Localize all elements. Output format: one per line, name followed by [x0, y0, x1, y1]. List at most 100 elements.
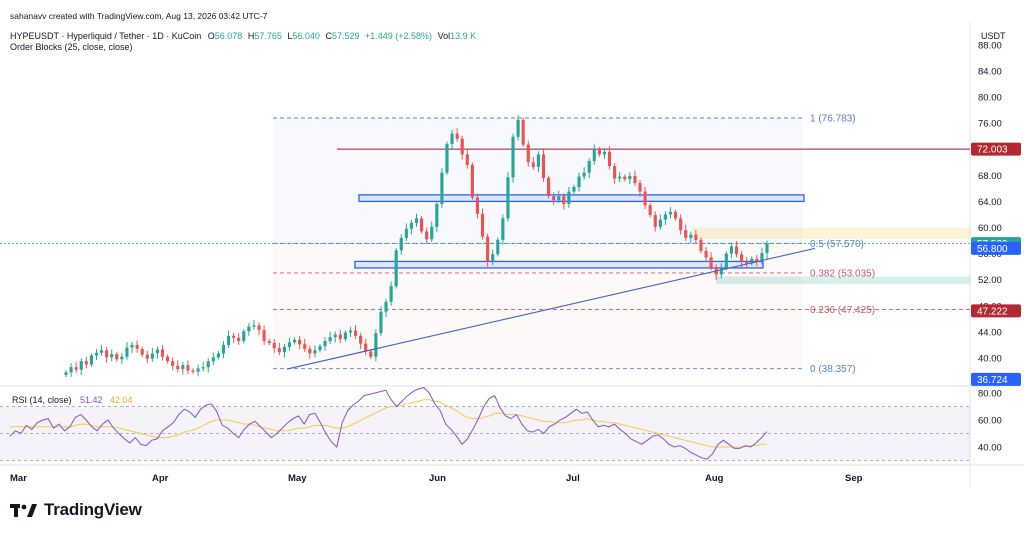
candle-body [120, 356, 124, 360]
candle-body [562, 196, 566, 205]
candle-body [155, 349, 160, 354]
price-label-text: 47.222 [977, 306, 1008, 317]
candle-body [140, 348, 144, 355]
candle-body [613, 166, 617, 179]
candle-body [536, 154, 540, 167]
price-label-text: 72.003 [977, 145, 1008, 156]
candle-body [694, 234, 698, 240]
candle-body [287, 342, 292, 347]
candle-body [496, 239, 500, 255]
candle-body [211, 357, 215, 362]
candle-body [724, 253, 728, 268]
time-tick-label: Mar [10, 473, 27, 484]
candle-body [353, 330, 358, 336]
candle-body [445, 143, 449, 173]
tradingview-logo[interactable]: TradingView [10, 500, 142, 520]
candle-body [369, 351, 373, 357]
candle-body [679, 218, 683, 231]
candle-body [435, 204, 439, 227]
candle-body [557, 196, 561, 201]
candle-body [582, 172, 586, 177]
candle-body [663, 214, 667, 220]
price-tick-label: 84.00 [978, 66, 1002, 77]
candle-body [237, 337, 241, 342]
candle-body [709, 257, 713, 268]
candle-body [84, 361, 88, 365]
rsi-tick-label: 80.00 [978, 389, 1002, 400]
price-label-text: 36.724 [977, 375, 1008, 386]
candle-body [750, 258, 754, 264]
symbol-line: HYPEUSDT · Hyperliquid / Tether · 1D · K… [10, 31, 476, 41]
candle-body [460, 138, 464, 155]
candle-body [135, 344, 139, 349]
candle-body [607, 151, 612, 167]
candle-body [74, 367, 78, 370]
volume: Vol13.9 K [437, 31, 477, 41]
candle-body [323, 341, 327, 347]
candle-body [150, 353, 154, 359]
price-tick-label: 68.00 [978, 171, 1002, 182]
candle-body [734, 246, 739, 255]
candle-body [333, 334, 337, 338]
candle-body [221, 344, 226, 354]
candle-body [206, 361, 210, 368]
candle-body [704, 250, 708, 258]
candle-body [318, 346, 322, 351]
rsi-tick-label: 60.00 [978, 416, 1002, 427]
candle-body [455, 133, 459, 139]
candle-body [389, 286, 393, 302]
candle-body [404, 228, 408, 238]
price-tick-label: 88.00 [978, 40, 1002, 51]
rsi-line [9, 387, 768, 460]
candle-body [430, 226, 434, 240]
candle-body [79, 361, 83, 370]
candle-body [232, 335, 236, 338]
rsi-tick-label: 40.00 [978, 443, 1002, 454]
candle-body [64, 372, 68, 375]
candle-body [267, 341, 271, 343]
candle-body [501, 218, 505, 240]
candle-body [110, 354, 114, 358]
price-tick-label: 60.00 [978, 223, 1002, 234]
candle-body [465, 154, 469, 165]
currency-label[interactable]: USDT [981, 31, 1006, 41]
candle-body [729, 246, 734, 254]
fib-label: 1 (76.783) [810, 113, 856, 124]
candle-body [689, 234, 693, 238]
rsi-legend-ma-value: 42.04 [110, 395, 133, 405]
candle-body [628, 175, 632, 180]
price-tick-label: 40.00 [978, 354, 1002, 365]
candle-body [755, 258, 759, 262]
candle-body [541, 154, 546, 178]
candle-body [521, 119, 525, 145]
candle-body [491, 254, 495, 262]
indicator-legend[interactable]: Order Blocks (25, close, close) [10, 42, 133, 52]
candle-body [592, 149, 596, 161]
candle-body [272, 342, 276, 349]
candle-body [643, 191, 647, 206]
candle-body [298, 339, 302, 345]
candle-body [470, 164, 474, 198]
candle-body [638, 183, 642, 192]
candle-body [196, 368, 200, 372]
candle-body [181, 365, 185, 370]
candle-body [105, 350, 109, 358]
candle-body [303, 344, 307, 349]
candle-body [480, 213, 485, 237]
candle-body [374, 333, 378, 357]
candle-body [338, 334, 342, 340]
price-tick-label: 64.00 [978, 197, 1002, 208]
candle-body [277, 348, 281, 353]
price-label-badge [971, 142, 1021, 156]
candle-body [719, 267, 723, 275]
candle-body [252, 325, 256, 327]
candle-body [130, 344, 134, 348]
candle-body [282, 346, 287, 353]
candle-body [531, 162, 535, 167]
symbol-name[interactable]: HYPEUSDT · Hyperliquid / Tether · 1D · K… [10, 31, 202, 41]
candle-body [618, 176, 622, 179]
time-tick-label: Jul [566, 473, 580, 484]
candle-body [699, 239, 703, 251]
candle-body [242, 331, 246, 342]
